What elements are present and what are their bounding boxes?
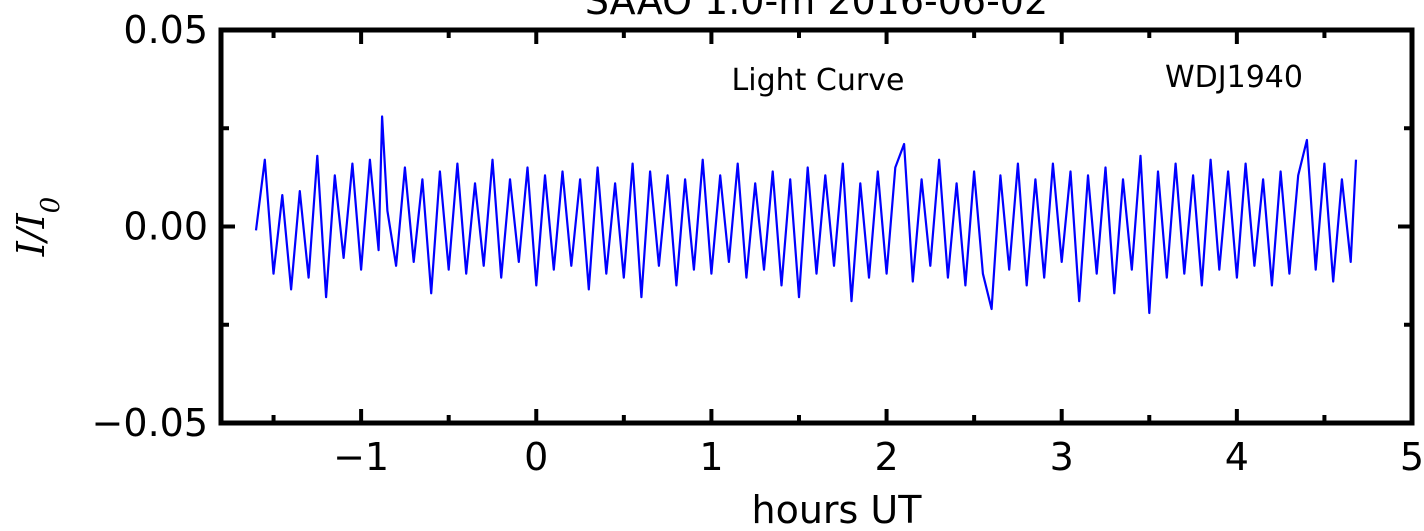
axis-ticks	[221, 28, 1414, 425]
y-tick-label: 0.00	[123, 205, 208, 249]
series-line	[254, 115, 1358, 315]
x-tick-label: 1	[699, 435, 723, 479]
x-tick-label: 2	[874, 435, 898, 479]
y-axis-title-subscript: 0	[36, 197, 66, 214]
x-tick-label: 0	[524, 435, 548, 479]
y-tick-label: −0.05	[92, 401, 208, 445]
y-axis-title: I/I0	[9, 197, 66, 257]
x-axis-title: hours UT	[752, 488, 923, 531]
y-axis-title-main: I/I	[9, 212, 53, 257]
y-tick-label: 0.05	[123, 8, 208, 52]
annotation-object-name: WDJ1940	[1165, 60, 1303, 95]
chart-title: SAAO 1.0-m 2016-06-02	[585, 0, 1048, 23]
annotation-light-curve: Light Curve	[732, 63, 905, 98]
y-tick-labels: −0.05 0.00 0.05	[92, 8, 208, 445]
x-tick-label: 3	[1050, 435, 1074, 479]
x-tick-label: −1	[333, 435, 389, 479]
x-tick-label: 5	[1400, 435, 1424, 479]
x-tick-labels: −1 0 1 2 3 4 5	[333, 435, 1424, 479]
x-tick-label: 4	[1225, 435, 1249, 479]
